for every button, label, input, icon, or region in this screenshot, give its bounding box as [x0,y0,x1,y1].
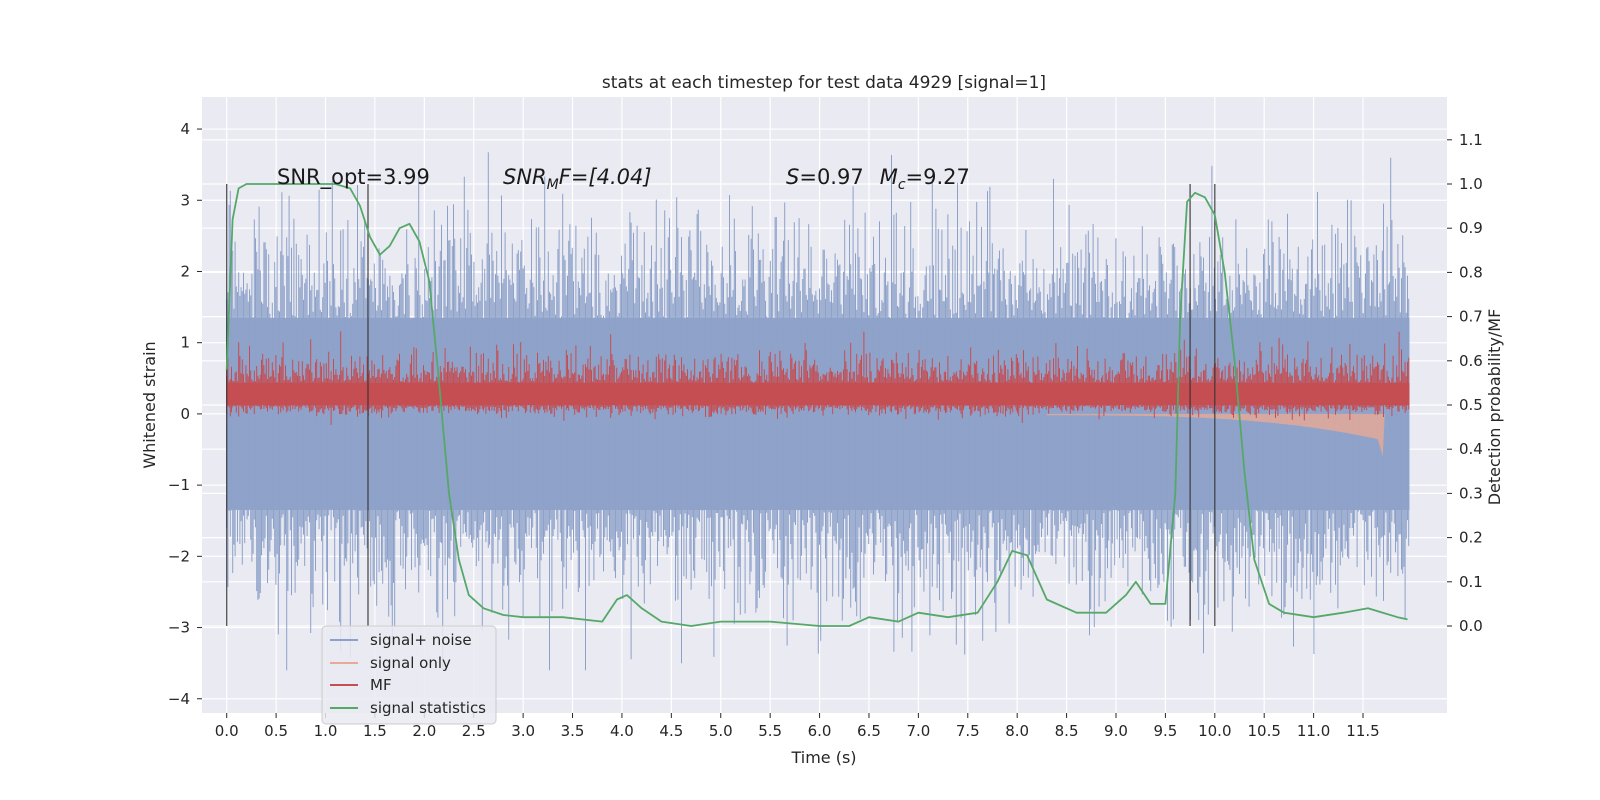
x-tick-label: 8.5 [1055,722,1079,740]
x-tick-label: 2.0 [412,722,436,740]
s-symbol: S [786,165,799,189]
legend-label-mf: MF [370,676,392,694]
signal-only-series [1046,413,1385,457]
x-axis-label: Time (s) [790,748,856,767]
x-tick-label: 8.0 [1005,722,1029,740]
mc-symbol: M [880,165,898,189]
x-tick-label: 5.0 [709,722,733,740]
x-tick-label: 4.5 [659,722,683,740]
x-tick-label: 3.0 [511,722,535,740]
s-mc-annotation: S=0.97 Mc=9.27 [786,165,970,193]
mc-value: =9.27 [906,165,970,189]
y2-tick-label: 1.0 [1459,175,1483,193]
y-axis-label: Whitened strain [140,341,159,468]
y2-tick-label: 0.0 [1459,617,1483,635]
y2-tick-label: 0.2 [1459,529,1483,547]
y2-tick-label: 0.4 [1459,440,1483,458]
x-tick-label: 2.5 [462,722,486,740]
y-tick-label: 3 [180,191,190,209]
x-tick-label: 9.5 [1153,722,1177,740]
y2-tick-label: 0.3 [1459,484,1483,502]
y2-tick-label: 0.8 [1459,263,1483,281]
snr-opt-annotation: SNR_opt=3.99 [277,165,430,190]
y-tick-label: 1 [180,334,190,352]
x-tick-label: 5.5 [758,722,782,740]
x-axis-ticks: 0.0 0.5 1.0 1.5 2.0 2.5 3.0 3.5 4.0 4.5 5.0 5.5 6.0 6… [215,713,1380,740]
x-tick-label: 0.5 [264,722,288,740]
y-axis-ticks: −4 −3 −2 −1 0 1 2 3 4 [168,120,202,708]
y2-tick-label: 0.9 [1459,219,1483,237]
signal-statistics-series [225,183,1408,627]
y-tick-label: 0 [180,405,190,423]
x-tick-label: 4.0 [610,722,634,740]
vertical-markers [226,184,1216,626]
legend-box [321,625,497,725]
y-tick-label: 4 [180,120,190,138]
y2-tick-label: 1.1 [1459,131,1483,149]
x-tick-label: 1.0 [314,722,338,740]
x-tick-label: 10.5 [1247,722,1280,740]
y2-tick-label: 0.6 [1459,352,1483,370]
snr-mf-annotation: SNRMF=[4.04] [503,165,652,193]
y-tick-label: 2 [180,262,190,280]
y-tick-label: −1 [168,476,190,494]
x-tick-label: 7.0 [906,722,930,740]
signal-statistics-line [225,183,1408,627]
legend-label-signal-only: signal only [370,654,451,672]
x-tick-label: 11.5 [1346,722,1379,740]
x-tick-label: 3.5 [561,722,585,740]
x-tick-label: 0.0 [215,722,239,740]
legend-label-signal-noise: signal+ noise [370,631,472,649]
snr-mf-symbol: SNR [503,165,547,189]
y-tick-label: −2 [168,547,190,565]
snr-mf-subscript: M [547,177,559,193]
x-tick-label: 7.5 [956,722,980,740]
x-tick-label: 11.0 [1297,722,1330,740]
legend-label-signal-statistics: signal statistics [370,699,486,717]
y-tick-label: −3 [168,619,190,637]
y2-axis-label: Detection probability/MF [1485,309,1504,506]
chart-title: stats at each timestep for test data 492… [602,73,1046,93]
y-tick-label: −4 [168,690,190,708]
y2-axis-ticks: 0.0 0.1 0.2 0.3 0.4 0.5 0.6 0.7 0.8 0.9 1.0 1.1 [1447,131,1483,635]
x-tick-label: 10.0 [1198,722,1231,740]
y2-tick-label: 0.1 [1459,573,1483,591]
legend: signal+ noise signal only MF signal stat… [321,625,497,725]
mc-subscript: c [898,177,906,193]
x-tick-label: 9.0 [1104,722,1128,740]
x-tick-label: 6.0 [808,722,832,740]
chirp-wedge [1046,413,1385,457]
x-tick-label: 6.5 [857,722,881,740]
y2-tick-label: 0.7 [1459,308,1483,326]
snr-mf-rest: F=[4.04] [559,165,652,189]
y2-tick-label: 0.5 [1459,396,1483,414]
s-value: =0.97 [799,165,863,189]
x-tick-label: 1.5 [363,722,387,740]
